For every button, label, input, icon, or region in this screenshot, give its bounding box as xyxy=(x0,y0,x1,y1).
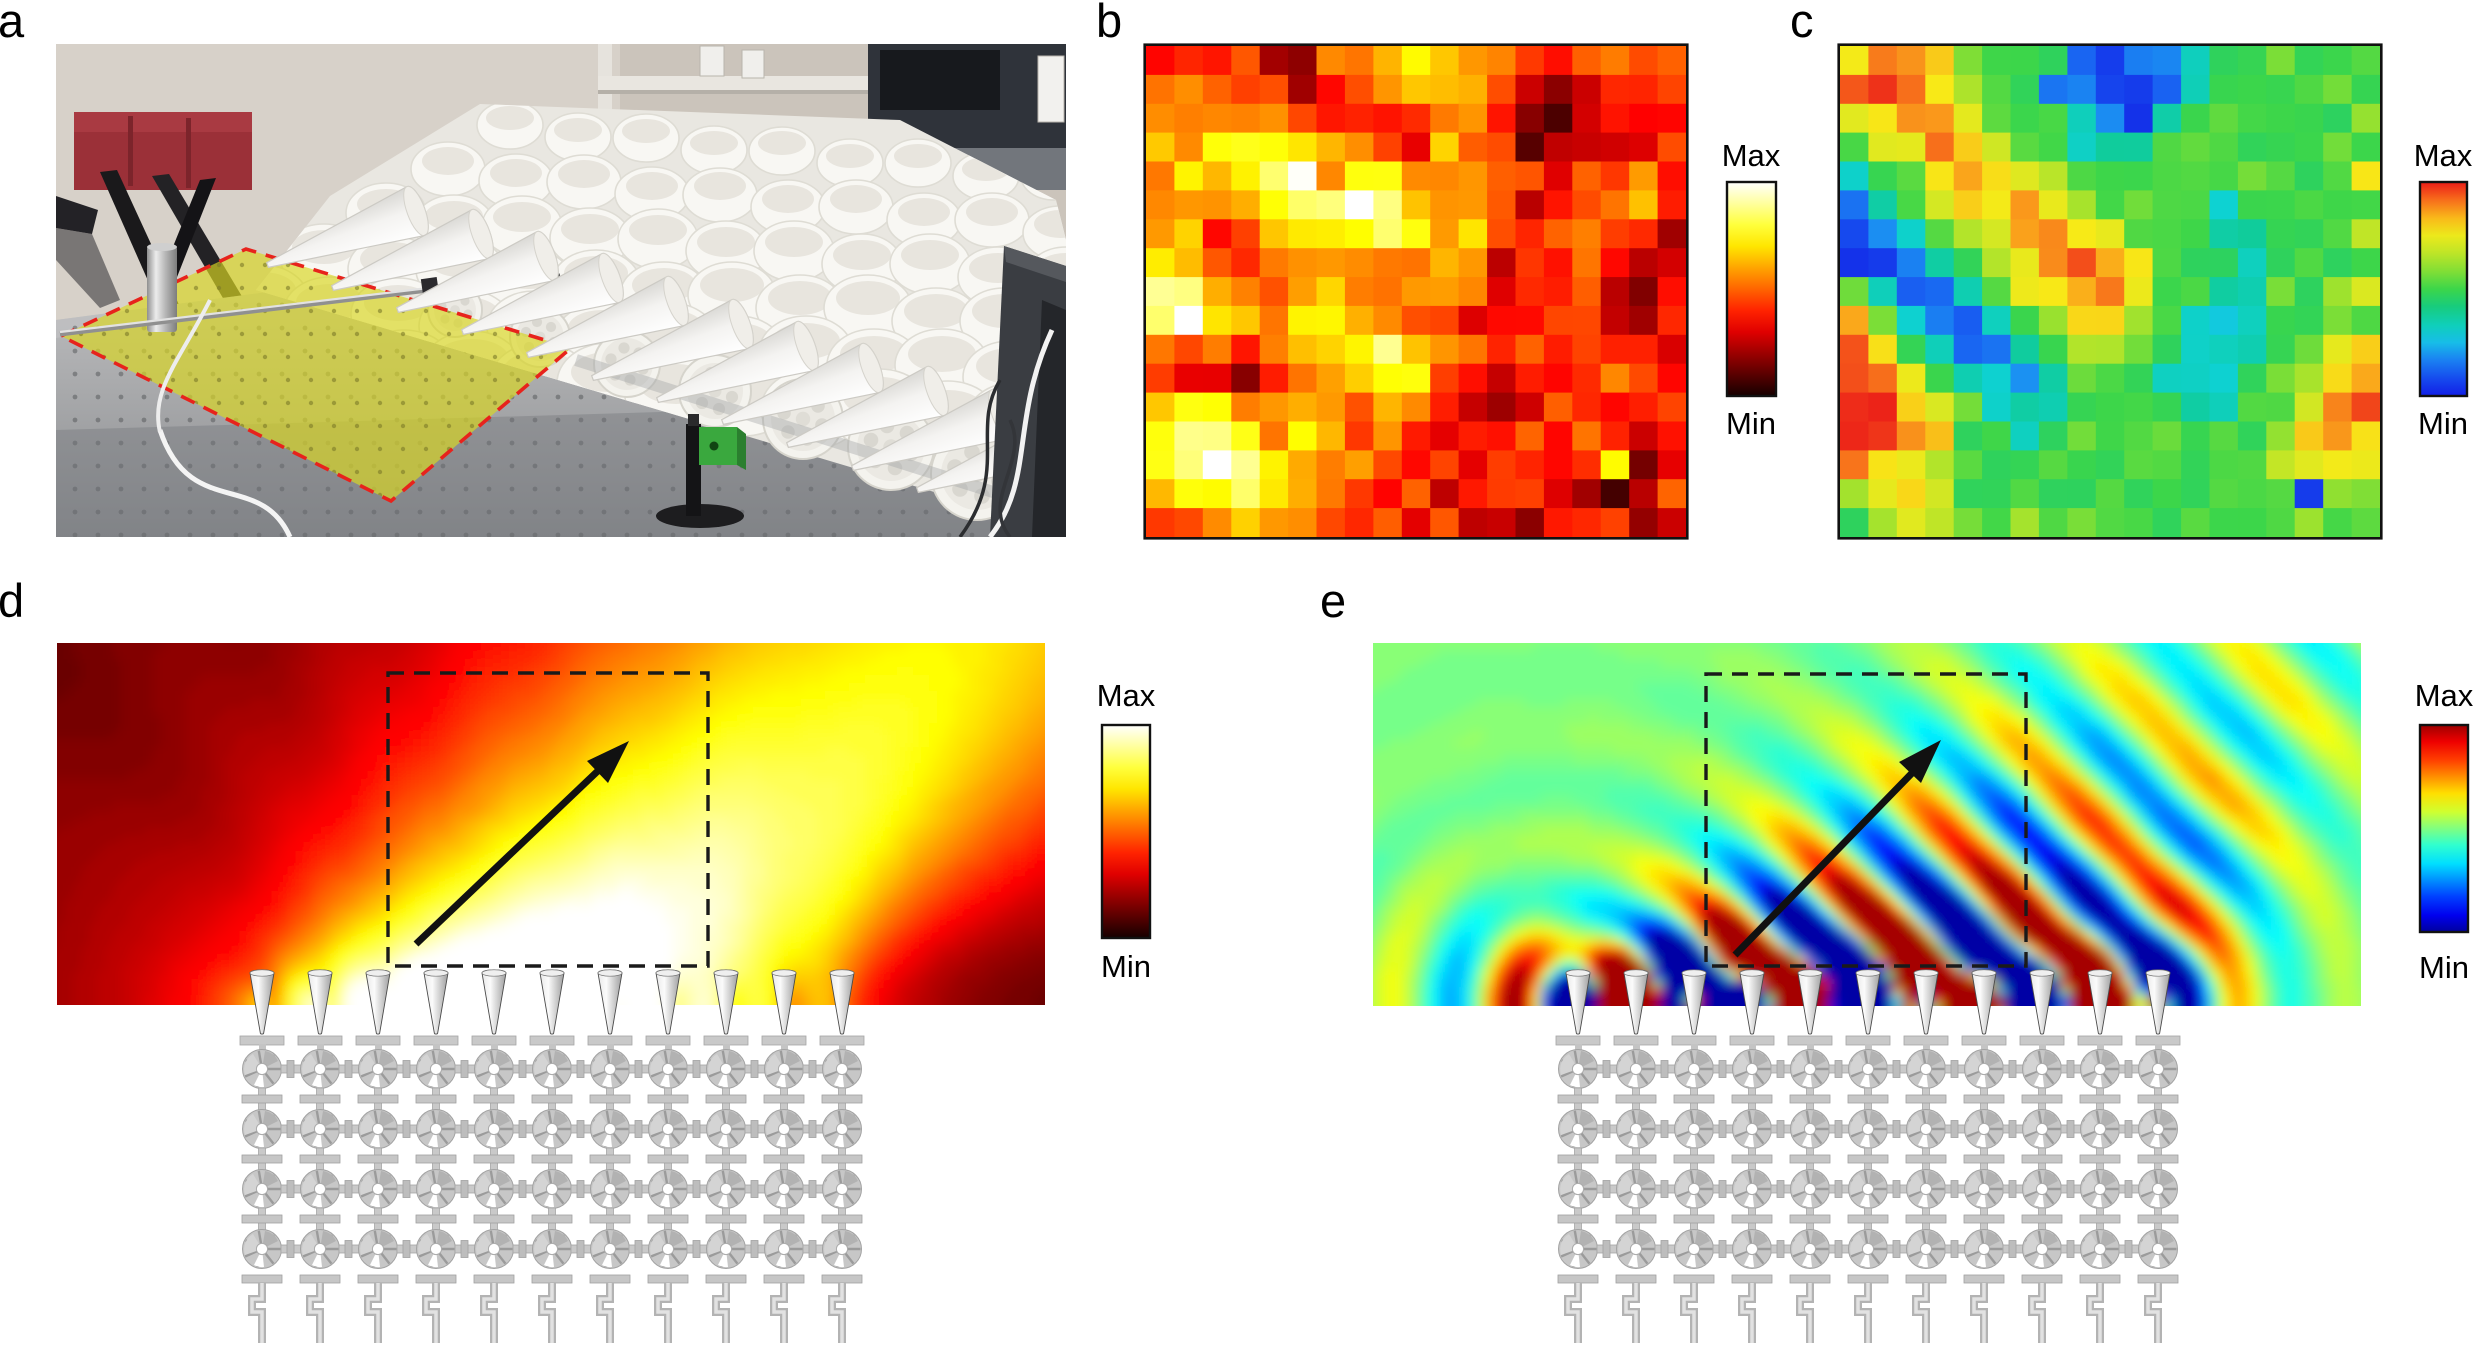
svg-text:Max: Max xyxy=(2415,678,2474,713)
svg-text:Min: Min xyxy=(1726,406,1776,441)
svg-text:a: a xyxy=(0,0,25,47)
svg-text:Max: Max xyxy=(2414,138,2473,173)
svg-text:d: d xyxy=(0,574,24,627)
svg-text:b: b xyxy=(1096,0,1122,47)
svg-text:Min: Min xyxy=(2419,950,2469,985)
svg-text:c: c xyxy=(1790,0,1814,47)
svg-text:Min: Min xyxy=(2418,406,2468,441)
svg-text:Min: Min xyxy=(1101,949,1151,984)
svg-text:e: e xyxy=(1320,574,1346,627)
svg-text:Max: Max xyxy=(1097,678,1156,713)
svg-text:Max: Max xyxy=(1722,138,1781,173)
